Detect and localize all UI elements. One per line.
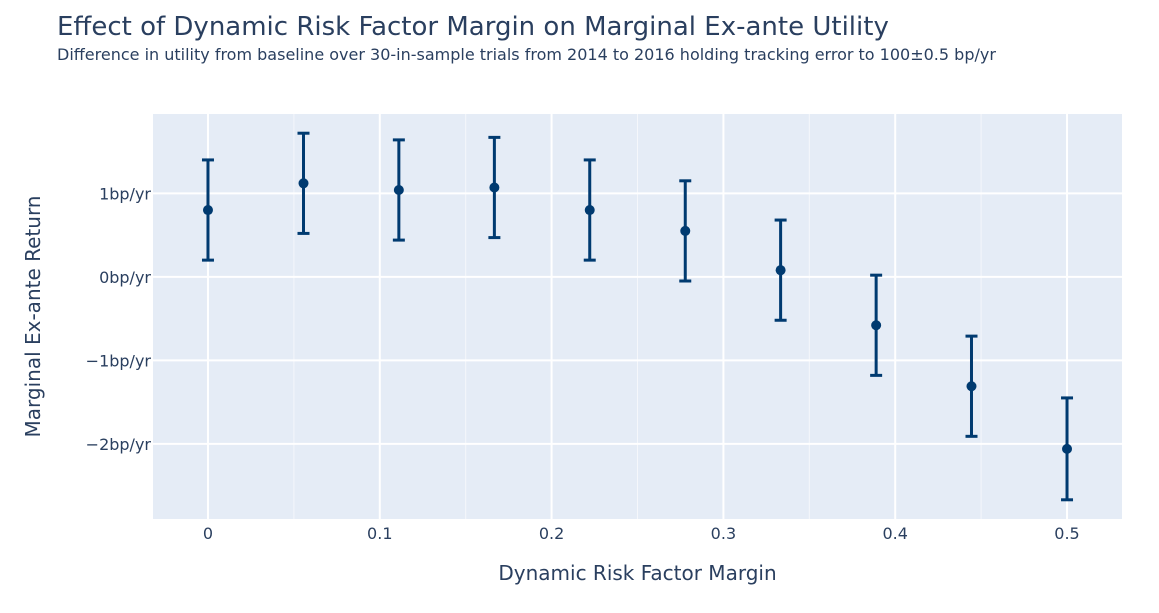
y-tick-label: 1bp/yr (99, 184, 151, 203)
data-point[interactable] (297, 131, 310, 235)
marker (489, 182, 500, 193)
data-point[interactable] (488, 135, 501, 240)
y-tick-label: 0bp/yr (99, 268, 151, 287)
marker (298, 178, 309, 189)
x-tick-label: 0.5 (1054, 524, 1079, 543)
data-point[interactable] (679, 179, 692, 283)
marker (966, 381, 977, 392)
marker (680, 225, 691, 236)
marker (1062, 443, 1073, 454)
x-tick-label: 0.3 (711, 524, 736, 543)
marker (871, 320, 882, 331)
data-point[interactable] (583, 158, 596, 262)
x-tick-label: 0 (203, 524, 213, 543)
x-axis-ticks: 0 0.1 0.2 0.3 0.4 0.5 (203, 524, 1080, 543)
x-axis-title: Dynamic Risk Factor Margin (498, 561, 776, 585)
x-tick-label: 0.2 (539, 524, 564, 543)
chart-subtitle: Difference in utility from baseline over… (57, 45, 996, 64)
marker (775, 265, 786, 276)
y-axis-ticks: 1bp/yr 0bp/yr −1bp/yr −2bp/yr (86, 184, 152, 454)
data-point[interactable] (965, 334, 978, 438)
x-tick-label: 0.4 (882, 524, 907, 543)
data-point[interactable] (774, 218, 787, 322)
data-point[interactable] (201, 158, 214, 262)
marker (202, 205, 213, 216)
y-tick-label: −2bp/yr (86, 435, 152, 454)
y-tick-label: −1bp/yr (86, 351, 152, 370)
chart-title: Effect of Dynamic Risk Factor Margin on … (57, 12, 889, 42)
data-point[interactable] (870, 273, 883, 377)
x-tick-label: 0.1 (367, 524, 392, 543)
marker (393, 184, 404, 195)
marker (584, 205, 595, 216)
data-point[interactable] (1061, 396, 1074, 502)
data-point[interactable] (392, 138, 405, 242)
y-axis-title: Marginal Ex-ante Return (21, 196, 45, 438)
data-points (201, 131, 1074, 502)
